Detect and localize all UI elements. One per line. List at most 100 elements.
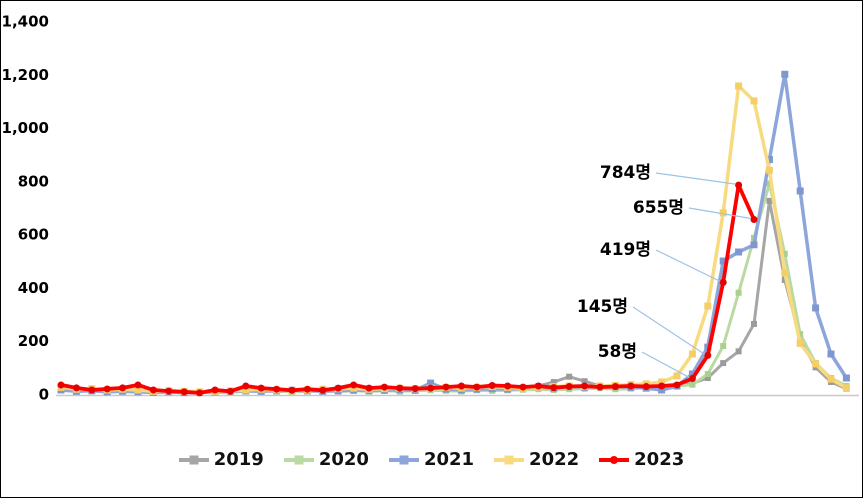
data-point-2021	[827, 350, 835, 358]
data-point-2021	[750, 241, 758, 249]
data-point-2022	[658, 378, 666, 386]
data-point-2023	[750, 215, 758, 223]
data-point-2022	[827, 375, 835, 383]
data-point-2023	[442, 383, 450, 391]
data-point-2022	[812, 360, 820, 368]
data-point-2023	[457, 382, 465, 390]
data-point-2023	[334, 384, 342, 392]
data-point-2022	[704, 302, 712, 310]
legend-item-2019: 2019	[178, 449, 264, 470]
legend-marker-2019	[189, 455, 199, 465]
chart-legend: 2019 2020 2021 2022 2023	[1, 451, 862, 469]
data-point-2019	[704, 375, 711, 382]
annotation-label: 655명	[633, 198, 684, 218]
legend-swatch-2021	[388, 455, 419, 465]
data-point-2021	[658, 386, 666, 394]
annotation-label: 784명	[600, 163, 651, 183]
data-point-2023	[72, 384, 80, 392]
annotation-leader-line	[655, 172, 736, 185]
legend-swatch-2020	[283, 455, 314, 465]
series-line-2021	[60, 72, 848, 395]
data-point-2023	[257, 384, 265, 392]
data-point-2023	[519, 383, 527, 391]
data-point-2023	[242, 382, 250, 390]
data-point-2023	[103, 385, 111, 393]
data-point-2020	[781, 250, 788, 257]
data-point-2023	[488, 381, 496, 389]
legend-item-2020: 2020	[283, 451, 369, 469]
data-point-2023	[273, 385, 281, 393]
series-line-2019	[60, 199, 847, 394]
data-point-2022	[735, 82, 743, 90]
data-point-2022	[688, 350, 696, 358]
legend-marker-2022	[504, 455, 514, 465]
data-point-2022	[781, 269, 789, 277]
data-point-2023	[119, 384, 127, 392]
y-tick-label: 1,000	[2, 119, 49, 137]
data-point-2023	[365, 384, 373, 392]
data-point-2023	[642, 383, 650, 391]
legend-label-2021: 2021	[423, 449, 475, 470]
data-point-2023	[196, 389, 204, 397]
annotation-label: 145명	[577, 297, 628, 317]
data-point-2023	[180, 388, 188, 396]
annotation-label: 58명	[598, 342, 637, 362]
data-point-2020	[704, 371, 711, 378]
data-point-2019	[751, 320, 757, 327]
data-point-2023	[504, 382, 512, 390]
data-point-2020	[797, 331, 804, 338]
data-point-2023	[688, 375, 696, 383]
data-point-2020	[735, 289, 742, 296]
legend-marker-2020	[294, 455, 304, 465]
legend-item-2022: 2022	[494, 451, 579, 469]
data-point-2023	[565, 383, 573, 391]
legend-swatch-2019	[178, 455, 209, 465]
data-point-2022	[134, 386, 142, 394]
data-point-2023	[149, 386, 157, 394]
data-point-2020	[689, 381, 696, 388]
data-point-2023	[57, 381, 65, 389]
series-line-2023	[60, 183, 756, 395]
data-point-2023	[134, 381, 142, 389]
data-point-2021	[765, 156, 773, 164]
y-tick-label: 800	[18, 172, 49, 190]
data-point-2023	[288, 386, 296, 394]
data-point-2023	[673, 381, 681, 389]
line-chart: 0 200 400 600 800 1,000 1,200 1,400 784명 655명 419명…	[2, 13, 859, 404]
annotation-leader-line	[688, 207, 752, 220]
data-point-2021	[735, 248, 743, 256]
data-point-2023	[165, 387, 173, 395]
legend-label-2022: 2022	[529, 449, 580, 470]
data-point-2023	[303, 385, 311, 393]
data-point-2022	[765, 166, 773, 174]
legend-label-2019: 2019	[213, 449, 264, 470]
legend-swatch-2022	[494, 455, 525, 465]
data-point-2021	[719, 257, 727, 265]
data-point-2019	[550, 379, 557, 386]
data-point-2023	[380, 383, 388, 391]
data-point-2021	[842, 374, 850, 382]
data-point-2023	[211, 386, 219, 394]
data-point-2023	[319, 386, 327, 394]
y-tick-label: 1,400	[2, 13, 49, 31]
data-point-2019	[720, 360, 727, 367]
data-point-2021	[796, 187, 804, 195]
data-point-2021	[688, 370, 696, 378]
legend-swatch-2023	[599, 456, 630, 464]
data-point-2022	[242, 386, 250, 394]
legend-item-2023: 2023	[599, 451, 684, 469]
data-point-2019	[566, 373, 573, 380]
legend-marker-2023	[610, 456, 619, 464]
data-point-2022	[750, 97, 758, 105]
data-point-2023	[581, 382, 589, 390]
data-point-2023	[473, 383, 481, 391]
data-point-2023	[704, 351, 712, 359]
data-point-2023	[427, 384, 435, 392]
data-point-2021	[427, 379, 435, 387]
data-point-2023	[88, 386, 96, 394]
data-point-2022	[796, 339, 804, 347]
data-point-2019	[735, 348, 742, 355]
data-point-2023	[226, 387, 234, 395]
y-tick-label: 1,200	[2, 66, 49, 84]
data-point-2022	[842, 384, 850, 392]
